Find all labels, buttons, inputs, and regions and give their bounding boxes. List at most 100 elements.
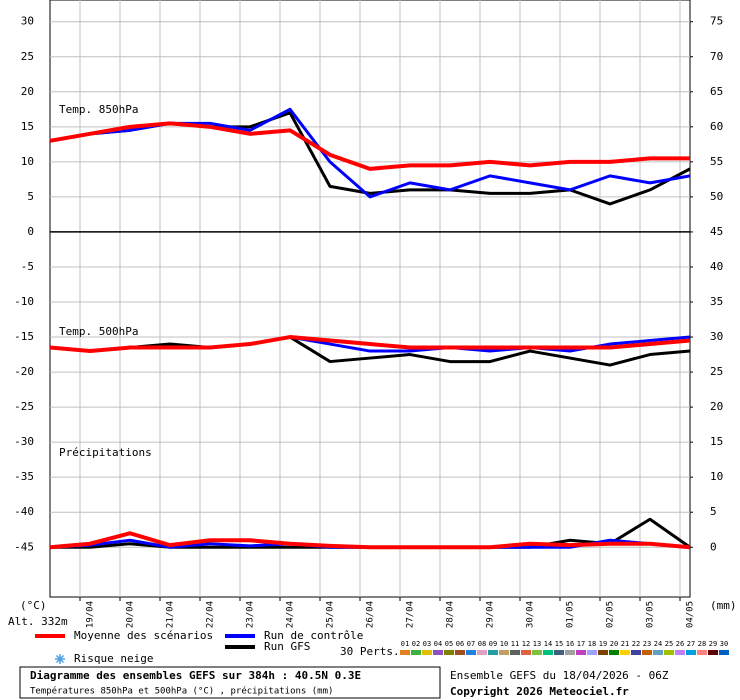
perturbation-label: 11 xyxy=(511,640,519,648)
plot-area xyxy=(49,0,691,598)
y2-tick-label: 10 xyxy=(710,470,723,483)
series-line xyxy=(49,335,691,354)
x-tick-label: 25/04 xyxy=(326,601,336,628)
perturbation-label: 18 xyxy=(588,640,596,648)
y2-tick-label: 50 xyxy=(710,190,723,203)
perturbation-swatch xyxy=(477,650,487,655)
y2-tick-label: 25 xyxy=(710,365,723,378)
perturbation-label: 25 xyxy=(665,640,673,648)
perturbation-label: 29 xyxy=(709,640,717,648)
perturbation-label: 08 xyxy=(478,640,486,648)
perturbation-label: 19 xyxy=(599,640,607,648)
perturbation-swatch xyxy=(532,650,542,655)
perturbation-swatch xyxy=(686,650,696,655)
y2-tick-label: 55 xyxy=(710,155,723,168)
perturbation-swatch xyxy=(510,650,520,655)
y-tick-label: 30 xyxy=(21,15,34,28)
perturbation-label: 20 xyxy=(610,640,618,648)
y-tick-label: -40 xyxy=(14,505,34,518)
perturbation-swatch xyxy=(675,650,685,655)
legend-label: Run de contrôle xyxy=(264,629,363,642)
y2-tick-label: 30 xyxy=(710,330,723,343)
perturbation-label: 13 xyxy=(533,640,541,648)
perturbation-label: 14 xyxy=(544,640,552,648)
x-tick-label: 26/04 xyxy=(366,601,376,628)
x-tick-label: 28/04 xyxy=(446,601,456,628)
perturbation-label: 07 xyxy=(467,640,475,648)
perturbation-label: 27 xyxy=(687,640,695,648)
perturbation-label: 02 xyxy=(412,640,420,648)
y-tick-label: -35 xyxy=(14,470,34,483)
series-line xyxy=(49,335,691,367)
y-tick-label: -20 xyxy=(14,365,34,378)
perturbation-label: 10 xyxy=(500,640,508,648)
y2-tick-label: 20 xyxy=(710,400,723,413)
perturbation-label: 24 xyxy=(654,640,662,648)
run-info: Ensemble GEFS du 18/04/2026 - 06Z xyxy=(450,669,669,682)
y-tick-label: 0 xyxy=(27,225,34,238)
chart-title: Diagramme des ensembles GEFS sur 384h : … xyxy=(30,669,361,682)
perturbation-swatch xyxy=(587,650,597,655)
copyright: Copyright 2026 Meteociel.fr xyxy=(450,685,629,698)
y-tick-label: -5 xyxy=(21,260,34,273)
series-line xyxy=(49,531,691,550)
x-tick-label: 21/04 xyxy=(166,601,176,628)
legend-label: Moyenne des scénarios xyxy=(74,629,213,642)
perturbation-swatch xyxy=(631,650,641,655)
perturbation-label: 01 xyxy=(401,640,409,648)
perturbation-swatch xyxy=(554,650,564,655)
perturbation-swatch xyxy=(488,650,498,655)
perturbation-label: 21 xyxy=(621,640,629,648)
x-tick-label: 22/04 xyxy=(206,601,216,628)
x-tick-label: 04/05 xyxy=(686,601,696,628)
y2-tick-label: 70 xyxy=(710,50,723,63)
perturbation-label: 26 xyxy=(676,640,684,648)
x-tick-label: 24/04 xyxy=(286,601,296,628)
y-tick-label: -25 xyxy=(14,400,34,413)
x-tick-label: 20/04 xyxy=(126,601,136,628)
perturbation-label: 09 xyxy=(489,640,497,648)
perturbation-swatch xyxy=(400,650,410,655)
perturbation-swatch xyxy=(598,650,608,655)
y2-tick-label: 65 xyxy=(710,85,723,98)
snow-label: Risque neige xyxy=(74,652,153,665)
perturbation-label: 12 xyxy=(522,640,530,648)
x-tick-label: 02/05 xyxy=(606,601,616,628)
altitude: Alt. 332m xyxy=(8,615,68,628)
perturbation-swatch xyxy=(708,650,718,655)
perturbation-swatch xyxy=(609,650,619,655)
series-line xyxy=(49,121,690,171)
y-tick-label: -30 xyxy=(14,435,34,448)
perturbation-label: 06 xyxy=(456,640,464,648)
x-tick-label: 30/04 xyxy=(526,601,536,628)
y2-axis-label: (mm) xyxy=(710,599,737,612)
y-axis-label: (°C) xyxy=(20,599,47,612)
y2-tick-label: 40 xyxy=(710,260,723,273)
y-tick-label: -15 xyxy=(14,330,34,343)
x-tick-label: 29/04 xyxy=(486,601,496,628)
perturbation-swatch xyxy=(653,650,663,655)
y2-tick-label: 75 xyxy=(710,15,723,28)
perturbation-swatch xyxy=(697,650,707,655)
panel-label: Temp. 850hPa xyxy=(59,103,138,116)
perturbation-swatch xyxy=(719,650,729,655)
perturbation-label: 16 xyxy=(566,640,574,648)
perturbation-label: 28 xyxy=(698,640,706,648)
y2-tick-label: 0 xyxy=(710,540,717,553)
perturbation-swatch xyxy=(433,650,443,655)
perturbation-swatch xyxy=(422,650,432,655)
perturbation-label: 22 xyxy=(632,640,640,648)
perturbation-swatch xyxy=(543,650,553,655)
y-tick-label: -45 xyxy=(14,540,34,553)
y-tick-label: 25 xyxy=(21,50,34,63)
x-tick-label: 23/04 xyxy=(246,601,256,628)
perturbation-label: 17 xyxy=(577,640,585,648)
perturbation-swatch xyxy=(620,650,630,655)
y2-tick-label: 35 xyxy=(710,295,723,308)
y2-tick-label: 5 xyxy=(710,505,717,518)
x-tick-label: 01/05 xyxy=(566,601,576,628)
perturbation-label: 30 xyxy=(720,640,728,648)
perturbation-swatch xyxy=(576,650,586,655)
perturbation-swatch xyxy=(565,650,575,655)
